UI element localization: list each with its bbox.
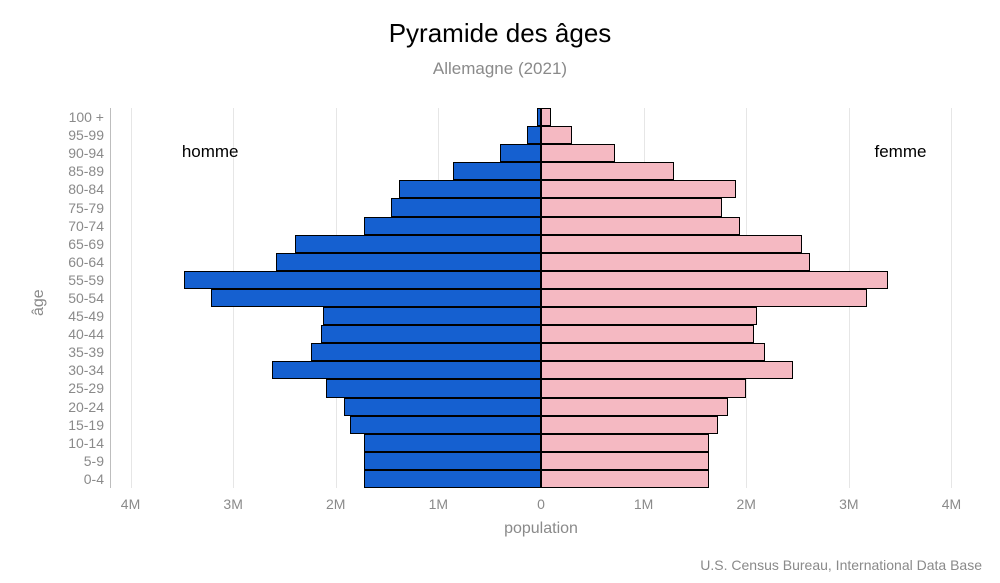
y-tick-label: 85-89	[68, 163, 104, 179]
y-tick-label: 100 +	[69, 109, 104, 125]
female-bar	[541, 271, 888, 289]
male-bar	[391, 198, 541, 216]
female-bar	[541, 361, 793, 379]
male-bar	[323, 307, 541, 325]
male-bar	[453, 162, 541, 180]
male-bar	[321, 325, 541, 343]
y-tick-label: 20-24	[68, 399, 104, 415]
male-bar	[344, 398, 541, 416]
x-tick-label: 4M	[931, 496, 971, 512]
y-tick-label: 55-59	[68, 272, 104, 288]
x-tick-label: 4M	[111, 496, 151, 512]
y-tick-label: 5-9	[84, 453, 104, 469]
female-bar	[541, 416, 718, 434]
male-bar	[500, 144, 541, 162]
x-tick-label: 2M	[726, 496, 766, 512]
x-tick-label: 2M	[316, 496, 356, 512]
y-tick-label: 75-79	[68, 200, 104, 216]
female-bar	[541, 180, 736, 198]
male-bar	[272, 361, 541, 379]
x-tick-label: 3M	[213, 496, 253, 512]
y-tick-label: 15-19	[68, 417, 104, 433]
female-bar	[541, 307, 757, 325]
male-bar	[184, 271, 541, 289]
male-bar	[364, 217, 541, 235]
x-tick-label: 1M	[624, 496, 664, 512]
plot-area	[110, 108, 972, 488]
female-bar	[541, 217, 740, 235]
y-tick-label: 80-84	[68, 181, 104, 197]
y-tick-label: 90-94	[68, 145, 104, 161]
male-bar	[364, 452, 541, 470]
y-tick-label: 40-44	[68, 326, 104, 342]
female-bar	[541, 379, 746, 397]
gridline	[131, 108, 132, 488]
y-tick-label: 95-99	[68, 127, 104, 143]
female-bar	[541, 325, 754, 343]
male-bar	[211, 289, 541, 307]
y-axis-label: âge	[30, 289, 48, 316]
gridline	[951, 108, 952, 488]
y-tick-label: 45-49	[68, 308, 104, 324]
female-bar	[541, 162, 674, 180]
y-tick-label: 60-64	[68, 254, 104, 270]
y-tick-label: 70-74	[68, 218, 104, 234]
male-bar	[326, 379, 542, 397]
female-bar	[541, 126, 572, 144]
female-bar	[541, 398, 728, 416]
y-tick-label: 10-14	[68, 435, 104, 451]
female-bar	[541, 144, 615, 162]
male-bar	[276, 253, 541, 271]
male-series-label: homme	[182, 142, 239, 162]
male-bar	[399, 180, 541, 198]
x-axis-label: population	[110, 520, 972, 538]
female-bar	[541, 198, 722, 216]
female-bar	[541, 253, 810, 271]
female-bar	[541, 289, 867, 307]
y-tick-label: 30-34	[68, 362, 104, 378]
male-bar	[311, 343, 541, 361]
y-tick-label: 65-69	[68, 236, 104, 252]
male-bar	[350, 416, 541, 434]
chart-subtitle: Allemagne (2021)	[0, 49, 1000, 79]
female-bar	[541, 343, 765, 361]
x-tick-label: 0	[521, 496, 561, 512]
male-bar	[295, 235, 541, 253]
female-bar	[541, 235, 802, 253]
male-bar	[364, 434, 541, 452]
male-bar	[364, 470, 541, 488]
source-credit: U.S. Census Bureau, International Data B…	[700, 557, 982, 573]
y-tick-label: 35-39	[68, 344, 104, 360]
female-bar	[541, 452, 709, 470]
female-series-label: femme	[875, 142, 927, 162]
x-tick-label: 3M	[829, 496, 869, 512]
female-bar	[541, 434, 709, 452]
y-tick-label: 50-54	[68, 290, 104, 306]
male-bar	[527, 126, 541, 144]
female-bar	[541, 470, 709, 488]
y-axis-line	[110, 108, 111, 488]
chart-title: Pyramide des âges	[0, 0, 1000, 49]
female-bar	[541, 108, 551, 126]
x-tick-label: 1M	[418, 496, 458, 512]
y-tick-label: 0-4	[84, 471, 104, 487]
y-tick-label: 25-29	[68, 380, 104, 396]
